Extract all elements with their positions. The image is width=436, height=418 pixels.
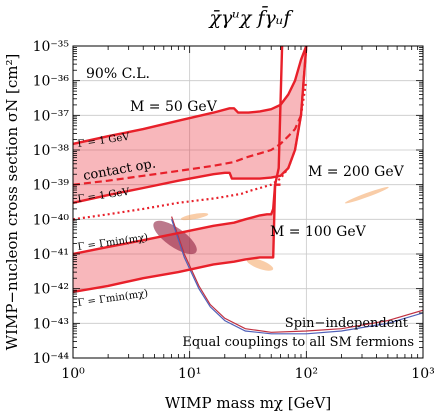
signal-region-orange-3 [344,186,389,204]
signal-region-orange-1 [180,213,209,221]
y-tick-label-7: 10⁻³⁷ [33,108,70,124]
exclusion-band-0 [73,46,307,203]
direct-detection-curves [171,216,423,335]
y-axis-label: WIMP−nucleon cross section σN [cm²] [3,54,21,351]
signal-region-orange-2 [246,258,274,271]
y-tick-label-9: 10⁻³⁵ [33,39,70,55]
series-line-5 [73,80,308,221]
direct-detection-blue-curve [171,219,423,335]
y-tick-label-0: 10⁻⁴⁴ [33,351,70,367]
y-tick-label-5: 10⁻³⁹ [33,178,70,194]
footer-couplings-label: Equal couplings to all SM fermions [182,335,414,350]
series-line-4 [73,183,281,294]
series-line-0 [73,46,308,146]
y-tick-label-2: 10⁻⁴² [33,282,69,298]
cl-label: 90% C.L. [86,66,150,82]
y-tick-label-4: 10⁻⁴⁰ [33,212,70,228]
tick-labels: 10⁰ 10¹ 10² 10³ 10⁻⁴⁴ 10⁻⁴³ 10⁻⁴² 10⁻⁴¹ 10⁻⁴⁰ 10⁻… [33,39,435,382]
chart-title: χ̄γᵘχ f̄γᵤf [207,5,293,29]
series-line-1 [73,46,308,204]
m100-label: M = 100 GeV [270,224,367,240]
x-tick-label-2: 10² [295,366,318,382]
y-tick-label-3: 10⁻⁴¹ [33,247,69,263]
signal-region-dark-red [153,220,197,255]
m200-label: M = 200 GeV [308,164,405,180]
x-tick-label-0: 10⁰ [61,366,85,382]
series-line-2 [73,46,308,186]
x-axis-label: WIMP mass mχ [GeV] [165,394,331,412]
m50-label: M = 50 GeV [130,99,218,115]
limit-curves [73,46,308,294]
x-tick-label-1: 10¹ [178,366,201,382]
direct-detection-red-curve [171,216,423,333]
signal-regions [153,186,389,271]
y-tick-label-8: 10⁻³⁶ [33,74,70,90]
x-tick-label-3: 10³ [411,366,434,382]
y-tick-label-1: 10⁻⁴³ [33,316,69,332]
y-tick-label-6: 10⁻³⁸ [33,143,70,159]
footer-spin-label: Spin−independent [285,316,409,331]
axis-ticks [72,46,423,359]
plot-frame [72,45,424,359]
